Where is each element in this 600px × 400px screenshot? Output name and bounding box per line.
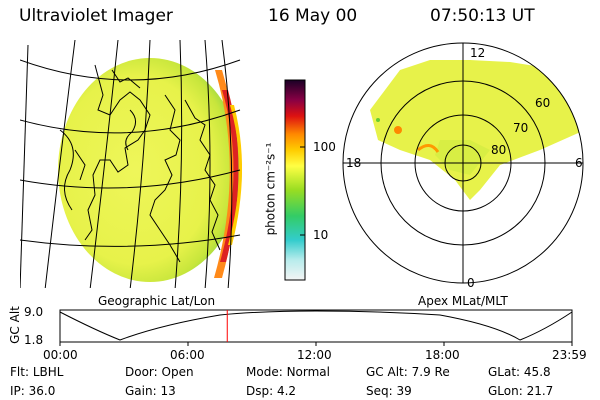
lat-label-70: 70 <box>513 121 529 135</box>
colorbar-tick-10: 10 <box>313 228 329 242</box>
info-glon: GLon: 21.7 <box>488 384 554 398</box>
lat-lon-grid <box>20 40 241 288</box>
time-tick-1800: 18:00 <box>425 348 460 362</box>
mlt-label-0: 0 <box>467 276 475 290</box>
mlt-label-18: 18 <box>346 156 362 170</box>
info-gc-alt: GC Alt: 7.9 Re <box>366 365 450 379</box>
apex-panel-label: Apex MLat/MLT <box>418 294 508 308</box>
info-gain: Gain: 13 <box>125 384 176 398</box>
info-door: Door: Open <box>125 365 194 379</box>
colorbar-ticks <box>300 146 305 236</box>
date-label: 16 May 00 <box>268 6 358 26</box>
info-flt: Flt: LBHL <box>10 365 64 379</box>
time-tick-2359: 23:59 <box>552 348 587 362</box>
instrument-title: Ultraviolet Imager <box>19 6 173 26</box>
geographic-image <box>20 40 242 288</box>
info-seq: Seq: 39 <box>366 384 412 398</box>
altitude-tick-high: 9.0 <box>24 305 44 319</box>
colorbar-unit-label: photon cm⁻²s⁻¹ <box>263 142 278 236</box>
info-ip: IP: 36.0 <box>10 384 56 398</box>
mlt-label-6: 6 <box>575 156 583 170</box>
coastlines <box>59 64 221 263</box>
altitude-axis-title: GC Alt <box>7 306 22 344</box>
geographic-panel-label: Geographic Lat/Lon <box>98 294 216 308</box>
altitude-tick-low: 1.8 <box>24 333 44 347</box>
time-tick-0000: 00:00 <box>43 348 78 362</box>
altitude-plot <box>59 309 573 346</box>
colorbar <box>284 79 306 281</box>
mlt-label-12: 12 <box>470 46 486 60</box>
time-label: 07:50:13 UT <box>430 6 535 26</box>
info-mode: Mode: Normal <box>246 365 330 379</box>
lat-label-60: 60 <box>535 96 551 110</box>
colorbar-tick-100: 100 <box>313 140 336 154</box>
info-glat: GLat: 45.8 <box>488 365 551 379</box>
info-dsp: Dsp: 4.2 <box>246 384 297 398</box>
time-tick-1200: 12:00 <box>297 348 332 362</box>
time-tick-0600: 06:00 <box>170 348 205 362</box>
polar-plot <box>342 42 584 284</box>
lat-label-80: 80 <box>491 143 507 157</box>
